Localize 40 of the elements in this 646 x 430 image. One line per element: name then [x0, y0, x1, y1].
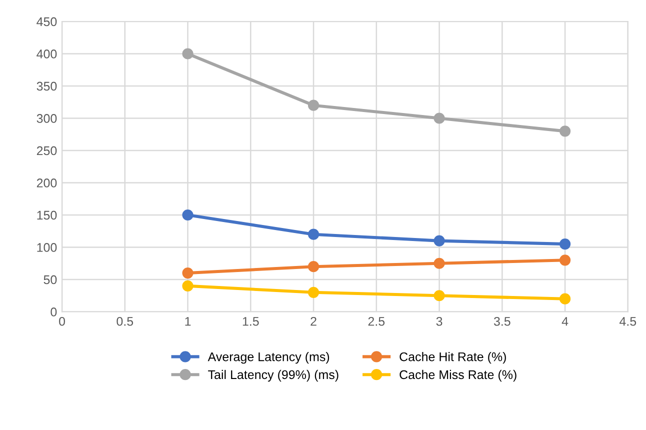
point — [308, 100, 320, 111]
x-tick-label: 0.5 — [116, 316, 134, 326]
point — [559, 254, 571, 266]
legend-label: Tail Latency (99%) (ms) — [208, 370, 338, 382]
legend-label: Cache Hit Rate (%) — [400, 352, 506, 364]
x-tick-label: 4.5 — [620, 317, 636, 326]
x-tick-label: 4 — [562, 317, 568, 326]
x-tick-label: 2.5 — [368, 316, 385, 326]
point — [182, 209, 194, 221]
y-tick-label: 100 — [37, 243, 57, 252]
y-tick-label: 0 — [50, 308, 57, 316]
x-tick-label: 3.5 — [494, 316, 510, 326]
y-tick-label: 350 — [36, 82, 57, 91]
point — [434, 235, 445, 246]
y-tick-label: 50 — [44, 275, 57, 284]
point — [308, 286, 320, 298]
legend-label: Average Latency (ms) — [208, 352, 330, 364]
y-tick-label: 200 — [36, 178, 57, 188]
y-tick-label: 450 — [36, 17, 57, 26]
x-tick-label: 2 — [310, 316, 316, 326]
point — [308, 261, 320, 272]
y-tick-label: 150 — [37, 210, 57, 220]
point — [182, 48, 194, 60]
point — [434, 112, 445, 124]
point — [559, 293, 571, 304]
point — [308, 228, 320, 240]
y-tick-label: 400 — [36, 50, 57, 58]
x-tick-label: 1.5 — [242, 317, 259, 326]
x-tick-label: 3 — [436, 316, 442, 326]
x-tick-label: 1 — [185, 317, 191, 326]
point — [182, 280, 194, 292]
y-tick-label: 250 — [36, 146, 57, 156]
y-tick-label: 300 — [36, 114, 57, 123]
legend-label: Cache Miss Rate (%) — [400, 370, 516, 382]
point — [434, 258, 445, 269]
point — [559, 126, 571, 137]
point — [434, 290, 445, 302]
point — [182, 267, 194, 279]
x-tick-label: 0 — [59, 316, 66, 326]
point — [559, 238, 571, 250]
